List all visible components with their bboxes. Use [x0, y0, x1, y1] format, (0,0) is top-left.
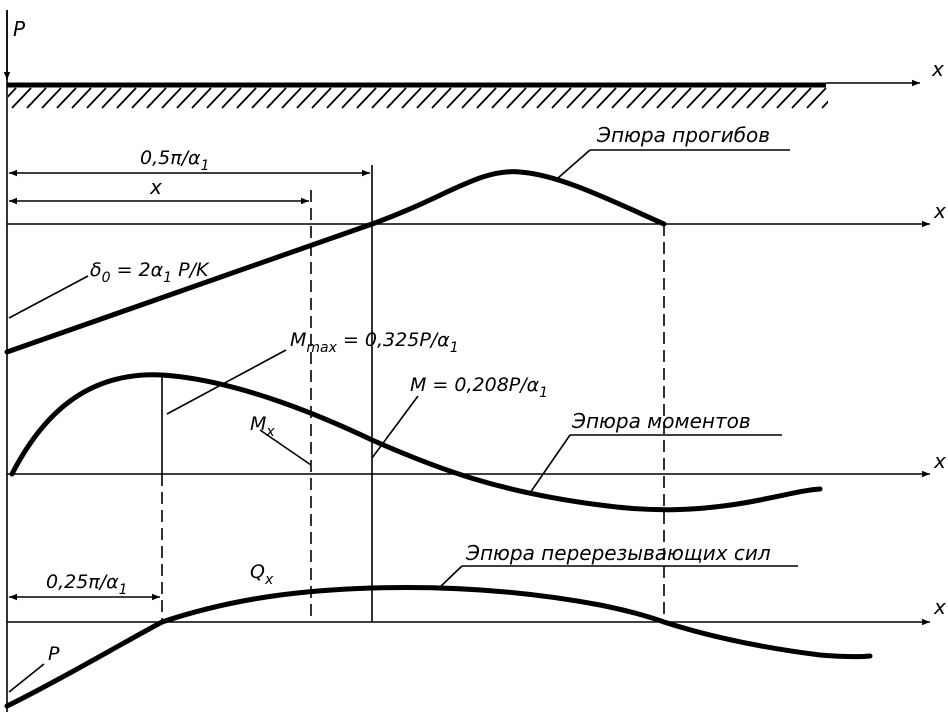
- hatch-stroke: [41, 87, 62, 109]
- leader-shear-p: [8, 663, 45, 693]
- hatch-stroke: [281, 87, 302, 109]
- hatch-stroke: [401, 87, 422, 109]
- leader-m-half: [371, 395, 419, 459]
- hatch-stroke: [131, 87, 152, 109]
- hatch-stroke: [71, 87, 92, 109]
- leader-mx: [259, 429, 312, 466]
- hatch-stroke: [641, 87, 662, 109]
- hatch-stroke: [236, 87, 257, 109]
- hatch-stroke: [101, 87, 122, 109]
- m-max-label: Mmax = 0,325P/α1: [290, 329, 459, 356]
- hatch-stroke: [431, 87, 452, 109]
- m-half-label: M = 0,208P/α1: [410, 374, 548, 401]
- hatch-stroke: [716, 87, 737, 109]
- hatch-stroke: [11, 87, 32, 109]
- hatch-stroke: [416, 87, 437, 109]
- leader-moment-title: [529, 434, 571, 494]
- hatch-stroke: [221, 87, 242, 109]
- hatch-stroke: [56, 87, 77, 109]
- dimension-half-pi-label: 0,5π/α1: [140, 147, 210, 174]
- hatch-stroke: [371, 87, 392, 109]
- hatch-stroke: [521, 87, 542, 109]
- axis-x-label-4: x: [933, 595, 946, 619]
- hatch-stroke: [791, 87, 812, 109]
- hatch-stroke: [806, 87, 827, 109]
- hatch-stroke: [146, 87, 167, 109]
- ground-hatching: [8, 87, 828, 109]
- hatch-stroke: [626, 87, 647, 109]
- axis-x-label-1: x: [931, 57, 944, 81]
- deflection-curve-title: Эпюра прогибов: [596, 123, 770, 147]
- hatch-stroke: [8, 87, 17, 98]
- hatch-stroke: [776, 87, 797, 109]
- leader-deflection-title: [557, 149, 591, 179]
- hatch-stroke: [581, 87, 602, 109]
- q-x-label: Qx: [250, 561, 274, 588]
- dimension-x-label: x: [149, 175, 162, 199]
- axis-x-label-2: x: [933, 199, 946, 223]
- shear-p-label: P: [48, 643, 60, 665]
- deflection-curve: [4, 169, 667, 355]
- hatch-stroke: [296, 87, 317, 109]
- hatch-stroke: [326, 87, 347, 109]
- m-x-label: Mx: [250, 413, 275, 440]
- hatch-stroke: [476, 87, 497, 109]
- hatch-stroke: [611, 87, 632, 109]
- axis-x-label-3: x: [933, 449, 946, 473]
- hatch-stroke: [116, 87, 137, 109]
- hatch-stroke: [746, 87, 767, 109]
- shear-curve: [4, 585, 873, 709]
- hatch-stroke: [671, 87, 692, 109]
- hatch-stroke: [356, 87, 377, 109]
- hatch-stroke: [266, 87, 287, 109]
- hatch-stroke: [446, 87, 467, 109]
- hatch-stroke: [251, 87, 272, 109]
- hatch-stroke: [506, 87, 527, 109]
- hatch-stroke: [86, 87, 107, 109]
- hatch-stroke: [191, 87, 212, 109]
- hatch-stroke: [656, 87, 677, 109]
- hatch-stroke: [566, 87, 587, 109]
- hatch-stroke: [551, 87, 572, 109]
- leader-delta0: [8, 275, 89, 319]
- load-label: P: [13, 17, 26, 41]
- hatch-stroke: [206, 87, 227, 109]
- hatch-stroke: [701, 87, 722, 109]
- hatch-stroke: [26, 87, 47, 109]
- shear-curve-title: Эпюра перерезывающих сил: [465, 541, 771, 565]
- hatch-stroke: [161, 87, 182, 109]
- moment-curve: [9, 372, 823, 513]
- hatch-stroke: [386, 87, 407, 109]
- delta0-label: δ0 = 2α1 P/K: [90, 259, 210, 286]
- hatch-stroke: [341, 87, 362, 109]
- hatch-stroke: [761, 87, 782, 109]
- hatch-stroke: [731, 87, 752, 109]
- leader-shear-title: [439, 565, 463, 588]
- hatch-stroke: [596, 87, 617, 109]
- hatch-stroke: [491, 87, 512, 109]
- hatch-stroke: [536, 87, 557, 109]
- hatch-stroke: [461, 87, 482, 109]
- hatch-stroke: [821, 100, 828, 109]
- hatch-stroke: [176, 87, 197, 109]
- hatch-stroke: [311, 87, 332, 109]
- hatch-stroke: [686, 87, 707, 109]
- moment-curve-title: Эпюра моментов: [571, 409, 751, 433]
- dimension-quarter-pi-label: 0,25π/α1: [46, 571, 128, 598]
- leader-mmax: [166, 349, 287, 415]
